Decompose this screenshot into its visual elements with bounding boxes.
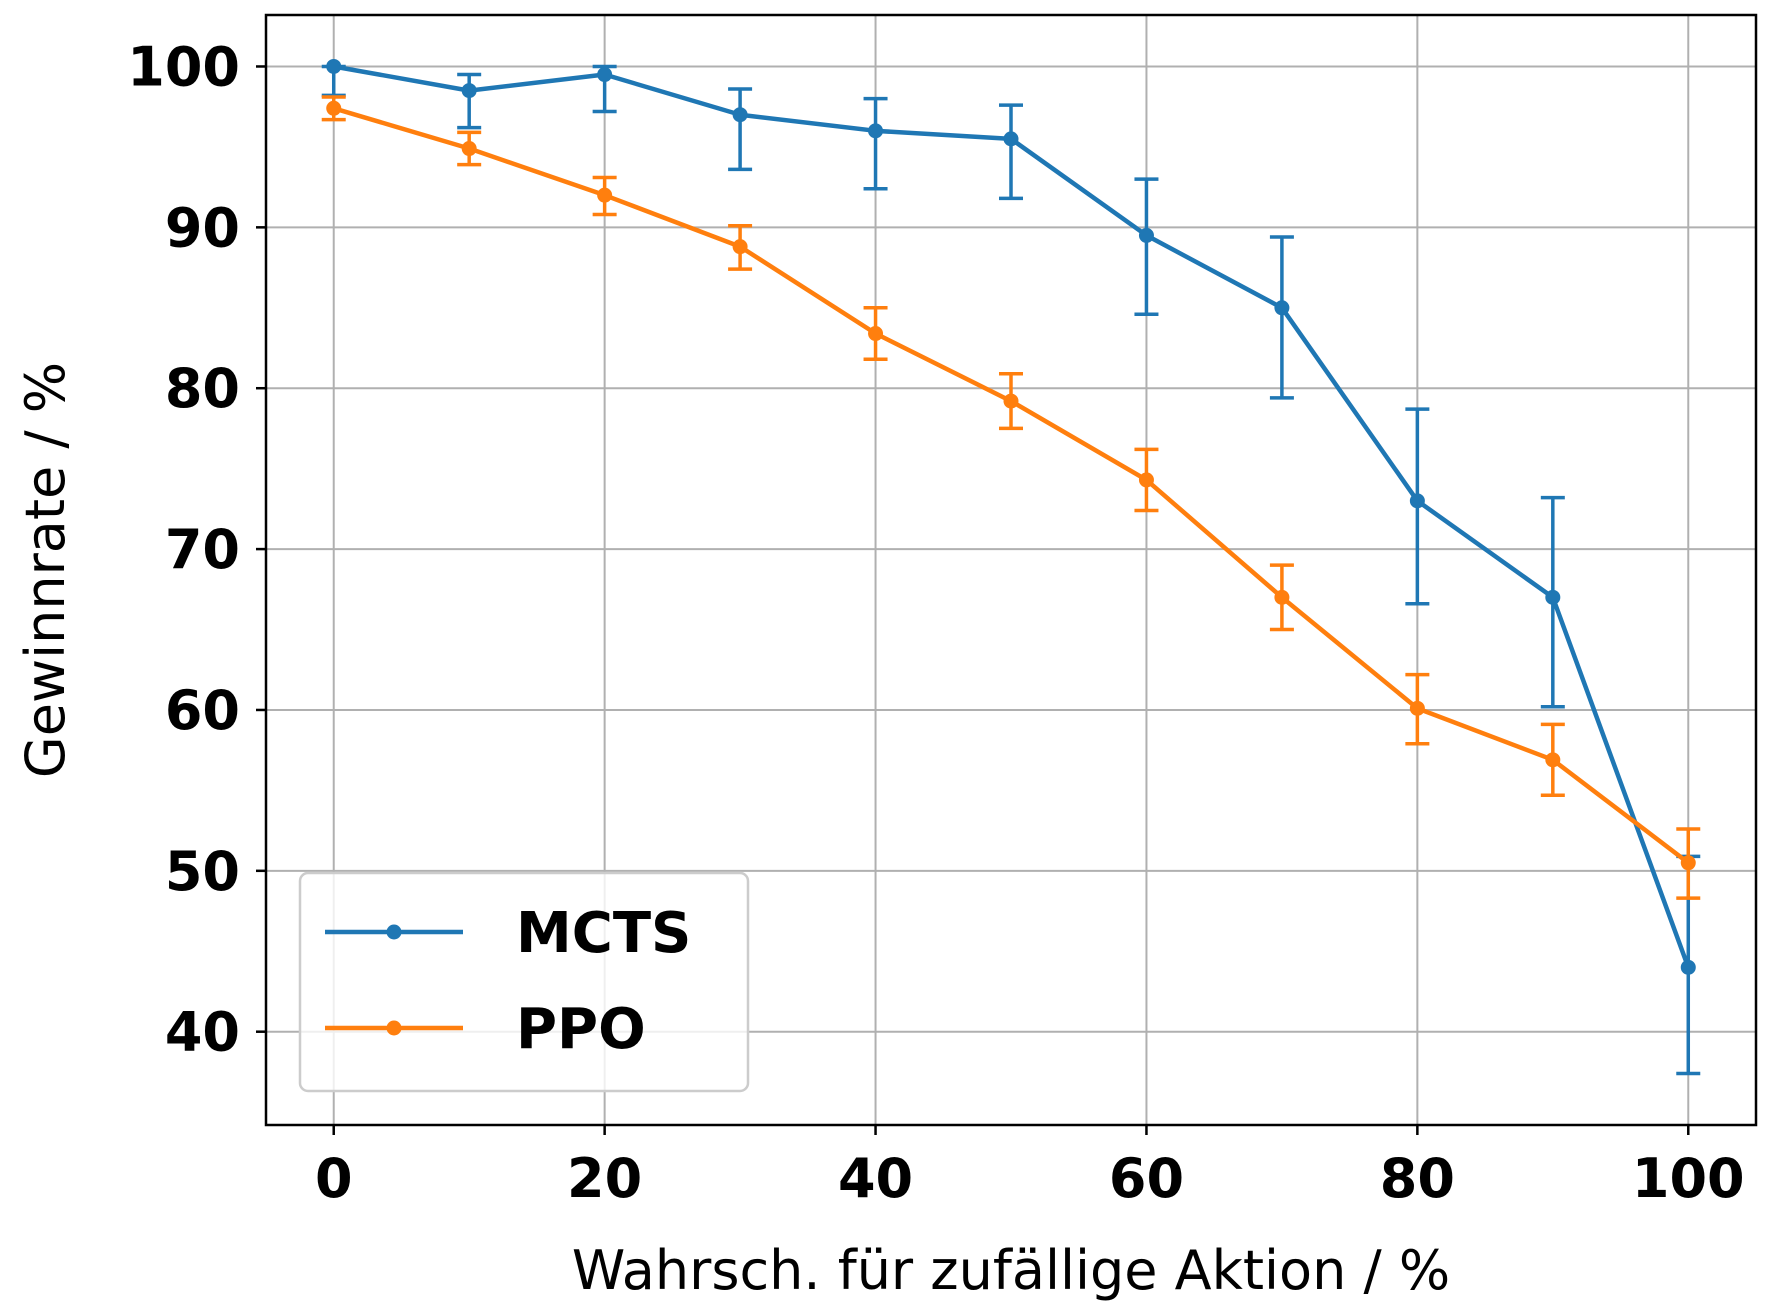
data-point	[868, 123, 884, 139]
data-point	[868, 326, 884, 342]
data-point	[1409, 493, 1425, 509]
data-point	[597, 187, 613, 203]
series-layer	[321, 58, 1701, 1076]
x-tick-label: 80	[1380, 1147, 1455, 1210]
y-tick-label: 60	[165, 679, 240, 742]
legend-marker	[386, 1020, 402, 1036]
legend-label: PPO	[516, 997, 646, 1062]
x-axis-label: Wahrsch. für zufällige Aktion / %	[572, 1239, 1450, 1302]
data-point	[1138, 227, 1154, 243]
data-point	[1545, 752, 1561, 768]
series-ppo	[321, 95, 1701, 900]
data-point	[461, 83, 477, 99]
data-point	[1274, 300, 1290, 316]
data-point	[732, 239, 748, 255]
data-point	[1138, 472, 1154, 488]
x-tick-label: 60	[1109, 1147, 1184, 1210]
y-tick-label: 80	[165, 357, 240, 420]
legend-box	[298, 871, 750, 1093]
data-point	[1409, 700, 1425, 716]
x-tick-label: 0	[315, 1147, 353, 1210]
y-axis-label: Gewinnrate / %	[14, 362, 77, 778]
data-point	[1545, 589, 1561, 605]
data-point	[461, 141, 477, 157]
legend-marker	[386, 924, 402, 940]
y-tick-label: 100	[127, 35, 240, 98]
data-point	[326, 58, 342, 74]
y-tick-label: 90	[165, 196, 240, 259]
legend: MCTS PPO	[298, 871, 750, 1093]
data-point	[1003, 131, 1019, 147]
data-point	[732, 107, 748, 123]
data-point	[1680, 855, 1696, 871]
legend-label: MCTS	[516, 901, 691, 966]
y-tick-label: 40	[165, 1001, 240, 1064]
data-point	[1274, 589, 1290, 605]
y-tick-label: 50	[165, 840, 240, 903]
x-tick-label: 40	[838, 1147, 913, 1210]
plot-frame	[264, 13, 1758, 1127]
x-tick-label: 20	[567, 1147, 642, 1210]
ticks: 0 20 40 60 80 100 40 50 60 70 80 90 100	[127, 35, 1744, 1210]
data-point	[326, 100, 342, 116]
data-point	[1003, 393, 1019, 409]
x-tick-label: 100	[1632, 1147, 1745, 1210]
data-point	[597, 67, 613, 83]
y-tick-label: 70	[165, 518, 240, 581]
data-point	[1680, 959, 1696, 975]
